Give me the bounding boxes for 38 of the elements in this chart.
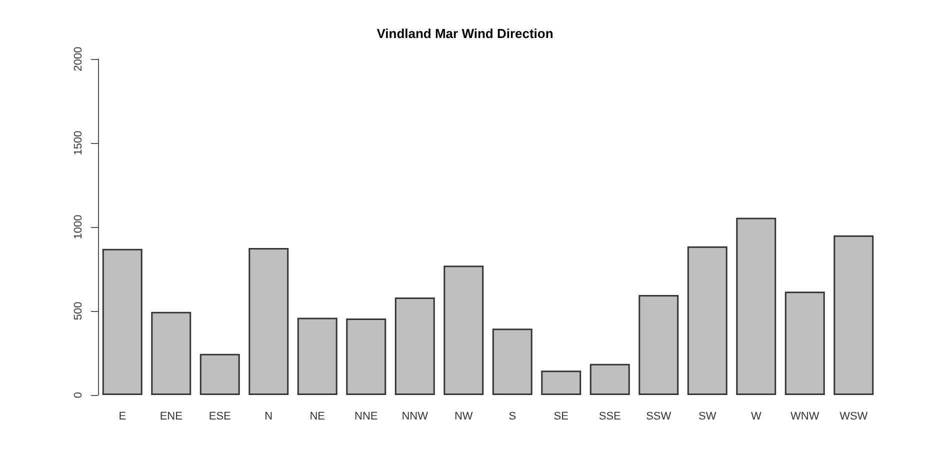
y-tick-label: 500 <box>72 302 84 320</box>
x-tick-label: WNW <box>790 410 820 422</box>
x-tick-label: SSW <box>646 410 672 422</box>
bar <box>687 246 728 395</box>
y-tick-label: 1500 <box>72 130 84 156</box>
x-tick-label: NE <box>310 410 326 422</box>
bar <box>444 266 484 395</box>
x-tick-label: S <box>508 410 516 422</box>
bar <box>590 364 630 395</box>
bar <box>784 292 825 395</box>
bar <box>394 298 435 395</box>
bar <box>151 312 192 395</box>
bar <box>492 328 532 395</box>
x-tick-label: ENE <box>160 410 182 422</box>
chart-title: Vindland Mar Wind Direction <box>376 26 554 41</box>
x-tick-label: WSW <box>840 410 868 422</box>
x-tick-label: NW <box>454 410 474 422</box>
x-tick-label: NNW <box>402 410 429 422</box>
bar <box>297 318 338 395</box>
y-tick-label: 0 <box>72 392 84 398</box>
x-tick-label: W <box>750 410 762 422</box>
bar <box>638 295 679 395</box>
y-tick-label: 2000 <box>72 46 84 72</box>
y-tick-label: 1000 <box>72 214 84 240</box>
bar <box>346 318 386 395</box>
bar <box>541 370 582 395</box>
bar <box>200 354 240 395</box>
bar <box>736 218 776 395</box>
bar <box>248 248 289 395</box>
x-tick-label: ESE <box>208 410 231 422</box>
x-tick-label: E <box>118 410 126 422</box>
x-tick-label: SSE <box>598 410 621 422</box>
x-tick-label: NNE <box>354 410 378 422</box>
x-tick-label: N <box>264 410 273 422</box>
bar <box>834 235 874 395</box>
bar <box>102 248 142 395</box>
x-tick-label: SE <box>554 410 568 422</box>
x-tick-label: SW <box>698 410 717 422</box>
